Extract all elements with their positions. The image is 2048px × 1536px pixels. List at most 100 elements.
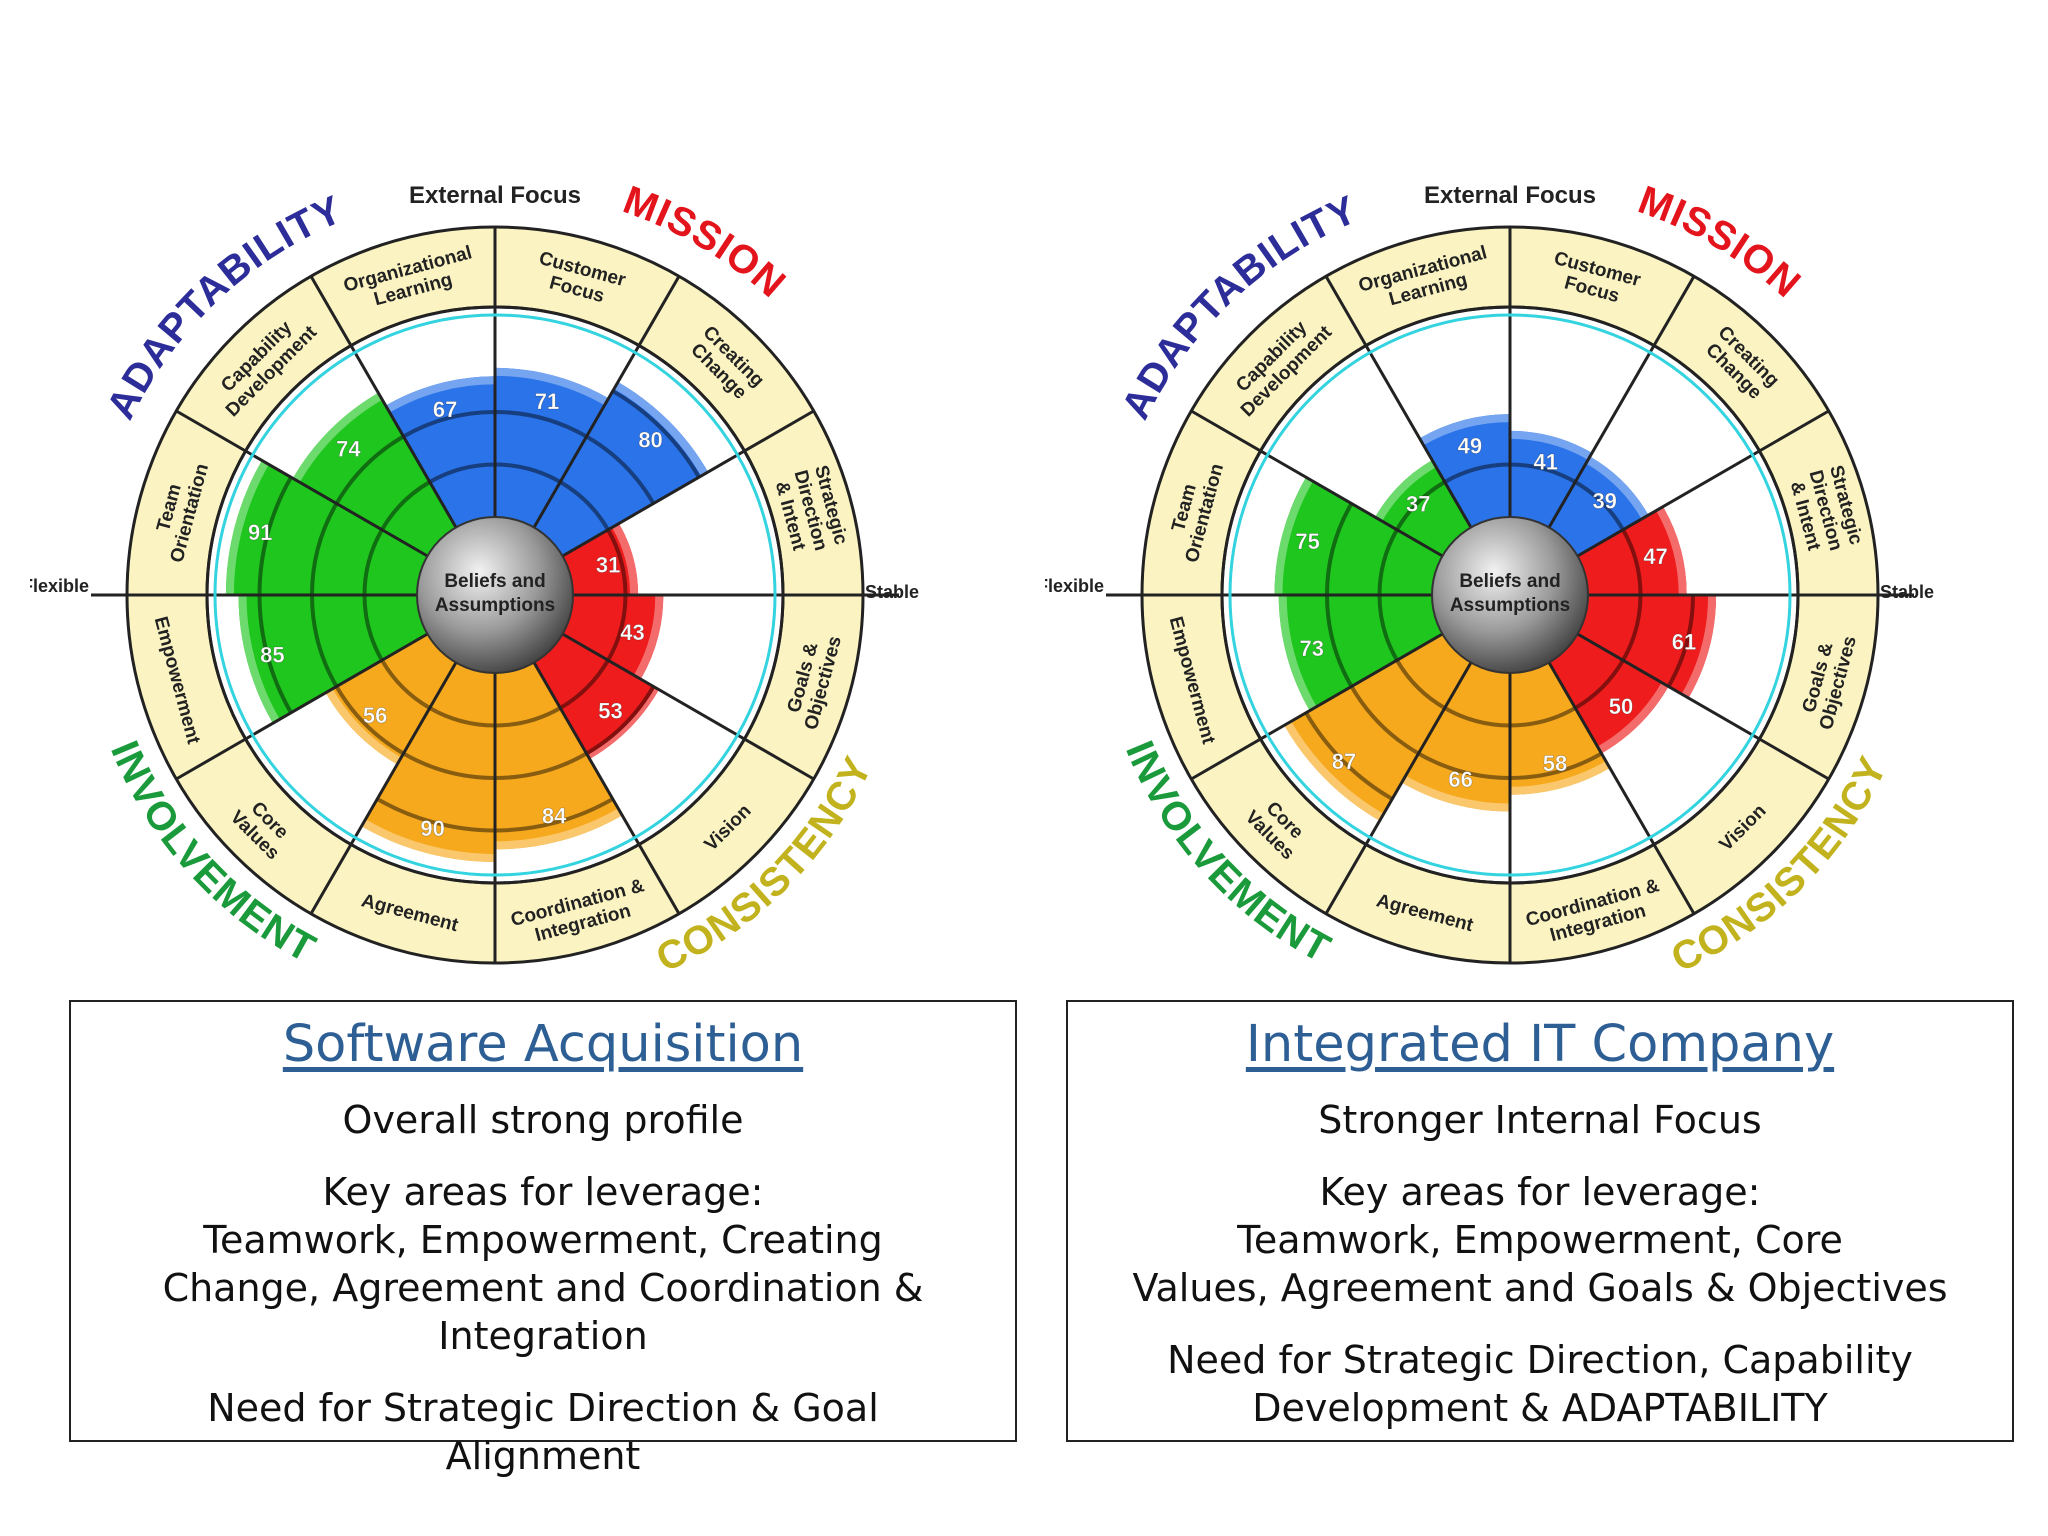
panel-title: Software Acquisition: [282, 1015, 804, 1074]
segment-fill: [361, 662, 495, 862]
quartile-ring: [1377, 594, 1399, 662]
segment-fill-rim: [614, 381, 709, 476]
panel-title: Integrated IT Company: [1245, 1015, 1835, 1074]
quartile-ring: [1443, 462, 1511, 484]
quartile-ring: [380, 659, 431, 710]
segment-fill: [1274, 477, 1443, 595]
axis-label-left: Flexible: [30, 576, 89, 596]
inner-band-border: [205, 305, 785, 885]
quartile-ring: [1509, 706, 1577, 728]
quartile-ring: [1621, 594, 1643, 662]
quartile-ring: [494, 462, 562, 484]
culture-circumplex-left: Beliefs and Assumptions 67 71 80 31 43 53 84 90 56…: [30, 150, 930, 990]
quartile-ring: [585, 685, 656, 756]
segment-fill-rim: [1681, 595, 1717, 699]
quartile-ring: [494, 797, 614, 833]
segment-fill: [238, 595, 428, 724]
segment-value-label: 87: [1332, 749, 1356, 774]
quartile-ring: [1574, 480, 1625, 531]
panel-need-line: Alignment: [445, 1434, 641, 1478]
panel-leverage-line: Teamwork, Empowerment, Core: [1237, 1218, 1843, 1262]
segment-fill-rim: [1597, 682, 1669, 754]
segment-fill-rim: [1274, 477, 1313, 595]
panel-leverage-line: Values, Agreement and Goals & Objectives: [1132, 1266, 1948, 1310]
segment-fill: [1549, 456, 1649, 556]
quartile-ring: [334, 434, 405, 505]
segment-value-label: 31: [596, 553, 620, 578]
segment-divider: [1576, 409, 1830, 558]
segment-divider: [1190, 409, 1444, 558]
segment-value-label: 58: [1543, 751, 1567, 776]
segment-value-label: 91: [248, 520, 272, 545]
segment-fill: [495, 662, 623, 850]
segment-value-label: 47: [1643, 544, 1667, 569]
segment-fill-rim: [361, 819, 495, 862]
segment-fill: [1510, 430, 1593, 528]
segment-fill-rim: [1284, 721, 1384, 821]
segment-divider: [532, 275, 681, 529]
center-sphere: [416, 516, 574, 674]
segment-fill: [562, 595, 664, 680]
segment-divider: [175, 632, 429, 781]
segment-divider: [309, 275, 458, 529]
segment-value-label: 43: [620, 620, 644, 645]
segment-fill-rim: [495, 367, 609, 406]
segment-divider: [1547, 275, 1696, 529]
quartile-ring: [1666, 594, 1695, 688]
quartile-ring: [1377, 528, 1399, 596]
summary-panel-software-acquisition: Software Acquisition Overall strong prof…: [69, 1000, 1017, 1478]
panel-leverage-line: Teamwork, Empowerment, Creating: [203, 1218, 883, 1262]
segment-fill-rim: [1419, 414, 1510, 446]
center-label: Assumptions: [435, 595, 555, 616]
segment-value-label: 84: [542, 804, 567, 829]
segment-value-label: 71: [535, 389, 559, 414]
segment-fill: [1577, 595, 1717, 699]
quartile-ring: [402, 751, 496, 780]
quartile-ring: [362, 594, 384, 662]
quartile-ring: [310, 502, 339, 596]
quartile-ring: [1325, 502, 1354, 596]
panel-need-line: Development & ADAPTABILITY: [1252, 1386, 1828, 1430]
panel-summary: Stronger Internal Focus: [1318, 1098, 1762, 1142]
quartile-ring: [380, 480, 431, 531]
summary-panel-integrated-it-company: Integrated IT Company Stronger Internal …: [1066, 1000, 2014, 1442]
segment-fill-rim: [1585, 456, 1649, 520]
segment-divider: [1324, 275, 1473, 529]
quartile-ring: [257, 476, 293, 596]
quartile-ring: [1395, 480, 1446, 531]
segment-divider: [561, 409, 815, 558]
quartile-ring: [494, 410, 588, 439]
quartile-ring: [559, 659, 610, 710]
segment-value-label: 90: [420, 816, 444, 841]
segment-value-label: 41: [1534, 450, 1558, 475]
axis-label-left: Flexible: [1045, 576, 1104, 596]
quartile-ring: [428, 706, 496, 728]
segment-value-label: 56: [363, 703, 387, 728]
axis-label-top: External Focus: [1424, 182, 1596, 209]
segment-fill-rim: [612, 523, 639, 595]
quartile-ring: [1509, 462, 1577, 484]
circumplex-svg-right: Beliefs and Assumptions 49 41 39 47 61 50 58 66 87…: [1045, 178, 1934, 981]
segment-value-label: 85: [260, 643, 284, 668]
segment-divider: [175, 409, 429, 558]
center-label: Beliefs and: [444, 571, 545, 592]
quartile-ring: [559, 480, 610, 531]
center-label: Assumptions: [1450, 595, 1570, 616]
center-sphere: [1431, 516, 1589, 674]
segment-divider: [309, 661, 458, 915]
quartile-ring: [362, 528, 384, 596]
segment-value-label: 37: [1406, 491, 1430, 516]
panel-leverage-line: Change, Agreement and Coordination &: [162, 1266, 924, 1310]
quartile-ring: [1574, 659, 1625, 710]
quartile-ring: [494, 751, 588, 780]
segment-value-label: 53: [598, 698, 622, 723]
segment-fill: [1375, 460, 1471, 556]
circumplex-svg-left: Beliefs and Assumptions 67 71 80 31 43 53 84 90 56…: [30, 178, 919, 981]
axis-label-right: Stable: [865, 582, 919, 602]
segment-divider: [1324, 661, 1473, 915]
segment-divider: [561, 632, 815, 781]
quartile-ring: [1621, 528, 1643, 596]
quartile-ring: [606, 528, 628, 596]
segment-fill-rim: [1510, 430, 1593, 460]
quartile-ring: [611, 389, 701, 479]
